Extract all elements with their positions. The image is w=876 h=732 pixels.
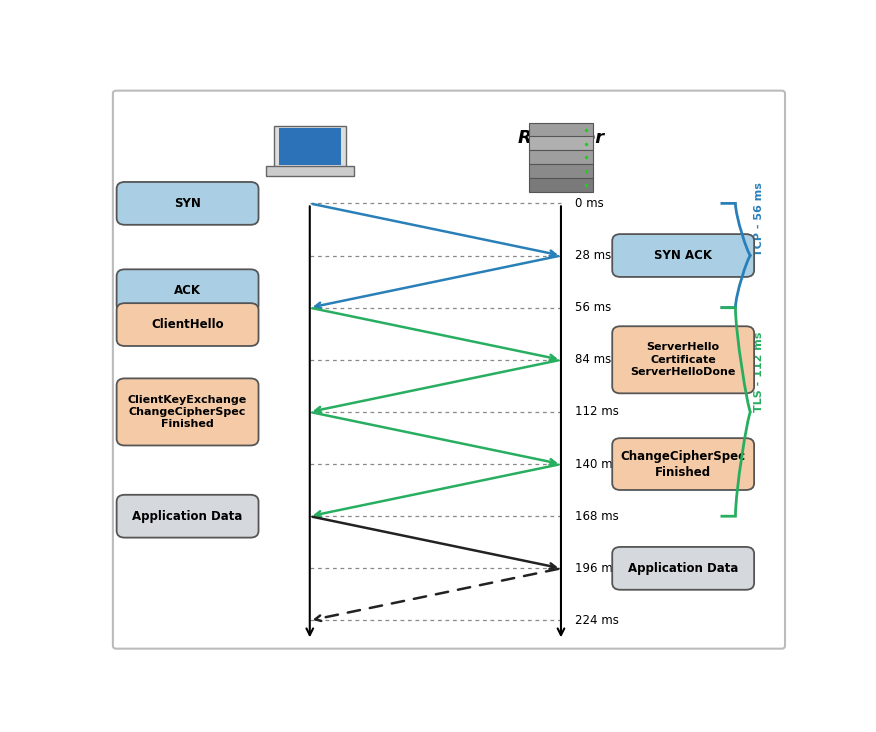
Text: ClientKeyExchange
ChangeCipherSpec
Finished: ClientKeyExchange ChangeCipherSpec Finis… <box>128 395 247 430</box>
Text: Receiver: Receiver <box>518 129 604 147</box>
Text: 0 ms: 0 ms <box>575 197 604 210</box>
FancyBboxPatch shape <box>117 495 258 537</box>
FancyBboxPatch shape <box>117 303 258 346</box>
Text: Application Data: Application Data <box>628 562 738 575</box>
Text: TLS - 112 ms: TLS - 112 ms <box>753 332 764 412</box>
Text: SYN: SYN <box>174 197 201 210</box>
FancyBboxPatch shape <box>612 438 754 490</box>
Text: TCP - 56 ms: TCP - 56 ms <box>753 182 764 255</box>
FancyBboxPatch shape <box>279 128 341 165</box>
Text: ServerHello
Certificate
ServerHelloDone: ServerHello Certificate ServerHelloDone <box>631 343 736 377</box>
Text: ChangeCipherSpec
Finished: ChangeCipherSpec Finished <box>620 449 745 479</box>
Text: 56 ms: 56 ms <box>575 301 611 314</box>
FancyBboxPatch shape <box>529 150 593 164</box>
Text: Application Data: Application Data <box>132 509 243 523</box>
FancyBboxPatch shape <box>266 165 354 176</box>
FancyBboxPatch shape <box>274 126 346 168</box>
FancyBboxPatch shape <box>117 269 258 312</box>
FancyBboxPatch shape <box>612 547 754 590</box>
FancyBboxPatch shape <box>529 136 593 150</box>
Text: 196 ms: 196 ms <box>575 562 618 575</box>
Text: 168 ms: 168 ms <box>575 509 618 523</box>
Text: 28 ms: 28 ms <box>575 249 611 262</box>
FancyBboxPatch shape <box>612 234 754 277</box>
FancyBboxPatch shape <box>113 91 785 649</box>
FancyBboxPatch shape <box>529 164 593 178</box>
Text: SYN ACK: SYN ACK <box>654 249 712 262</box>
Text: 140 ms: 140 ms <box>575 458 618 471</box>
FancyBboxPatch shape <box>612 326 754 393</box>
FancyBboxPatch shape <box>117 378 258 446</box>
Text: 84 ms: 84 ms <box>575 354 611 366</box>
Text: 224 ms: 224 ms <box>575 614 618 627</box>
Text: 112 ms: 112 ms <box>575 406 618 419</box>
FancyBboxPatch shape <box>529 122 593 137</box>
Text: ACK: ACK <box>174 284 201 297</box>
FancyBboxPatch shape <box>117 182 258 225</box>
FancyBboxPatch shape <box>529 178 593 192</box>
Text: ClientHello: ClientHello <box>152 318 224 331</box>
Text: Sender: Sender <box>273 129 346 147</box>
